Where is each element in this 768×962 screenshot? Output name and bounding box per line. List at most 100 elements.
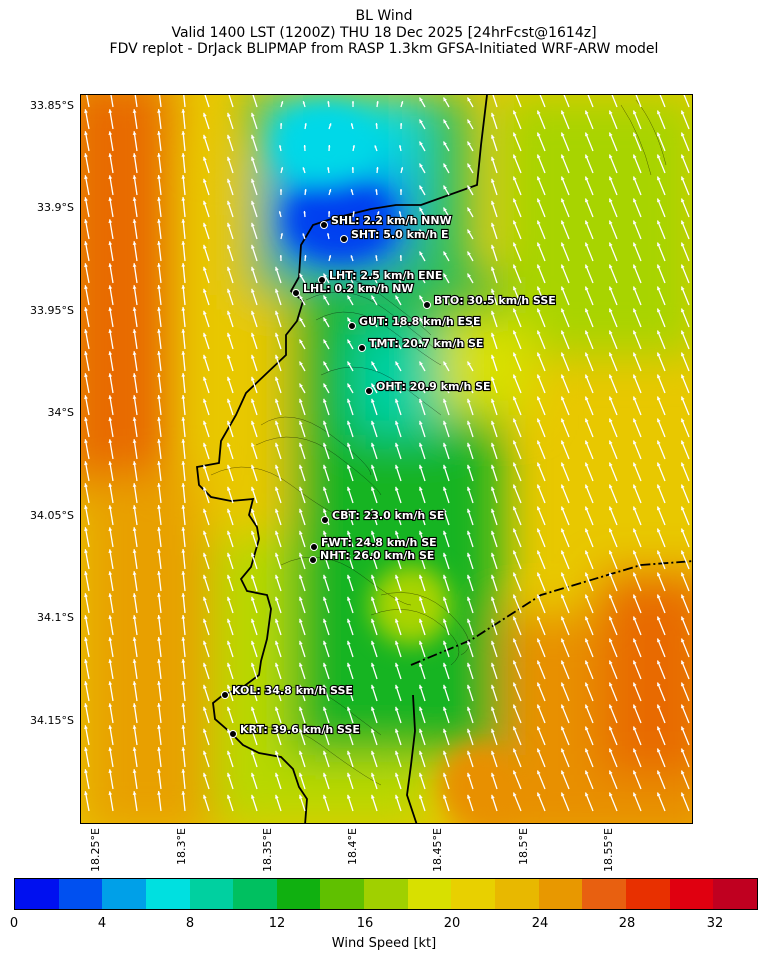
wind-arrow-head (251, 354, 255, 359)
wind-arrow-head (227, 574, 231, 579)
wind-arrow-head (491, 662, 495, 667)
wind-arrow-head (84, 527, 88, 532)
wind-arrow-head (395, 772, 399, 777)
wind-arrow-head (395, 486, 399, 491)
wind-arrow-head (376, 167, 379, 170)
wind-arrow-head (419, 185, 423, 190)
wind-arrow-head (491, 112, 495, 117)
wind-arrow-head (395, 508, 399, 513)
wind-arrow-head (467, 552, 471, 557)
station-label-oht: OHT: 20.9 km/h SE (376, 380, 491, 393)
wind-arrow-head (299, 794, 303, 799)
wind-arrow-head (419, 464, 423, 469)
wind-arrow-head (585, 110, 589, 115)
wind-arrow-head (132, 527, 137, 531)
wind-arrow-head (227, 332, 231, 337)
wind-arrow-head (681, 396, 685, 401)
wind-arrow-head (157, 395, 161, 399)
wind-arrow-head (537, 176, 541, 181)
coastline (196, 95, 692, 823)
wind-arrow-head (467, 317, 471, 322)
wind-arrow-head (681, 726, 685, 731)
colorbar-tick: 0 (9, 916, 19, 931)
wind-arrow-head (203, 486, 207, 491)
station-marker-cbt (321, 516, 329, 524)
wind-arrow-head (227, 310, 231, 315)
wind-arrow-head (323, 398, 327, 403)
wind-arrow-head (203, 750, 207, 755)
wind-arrow-head (328, 255, 332, 258)
wind-arrow-head (347, 420, 351, 425)
wind-arrow (158, 95, 162, 108)
wind-arrow-head (537, 198, 541, 203)
wind-arrow-head (347, 706, 351, 711)
wind-arrow-head (251, 552, 255, 557)
wind-arrow-head (513, 726, 517, 731)
wind-arrow-head (609, 286, 613, 291)
wind-arrow-head (227, 618, 231, 623)
wind-arrow-head (443, 97, 447, 102)
wind-arrow-head (203, 354, 207, 359)
wind-arrow-head (157, 373, 161, 377)
wind-arrow-head (681, 528, 685, 533)
wind-arrow-head (157, 791, 161, 795)
wind-arrow-head (371, 662, 375, 667)
wind-arrow-head (609, 484, 613, 489)
wind-arrow-head (609, 528, 613, 533)
wind-arrow-head (132, 373, 137, 377)
wind-arrow-head (327, 211, 331, 214)
wind-arrow-head (513, 704, 517, 709)
wind-arrow-head (609, 110, 613, 115)
wind-arrow-head (275, 750, 279, 755)
wind-arrow-head (323, 464, 327, 469)
wind-arrow-head (513, 462, 517, 467)
wind-arrow-head (132, 593, 137, 597)
wind-arrow-head (279, 145, 282, 148)
wind-arrow-head (132, 175, 137, 179)
wind-arrow-head (399, 255, 403, 258)
wind-arrow-head (419, 317, 423, 322)
wind-arrow-head (299, 728, 303, 733)
wind-arrow-head (561, 374, 565, 379)
wind-arrow-head (347, 508, 351, 513)
wind-arrow-head (302, 167, 305, 170)
wind-arrow-head (633, 286, 637, 291)
wind-arrow-head (227, 794, 231, 799)
wind-arrow-head (299, 662, 303, 667)
wind-arrow-head (491, 464, 495, 469)
wind-arrow-head (395, 420, 399, 425)
wind-arrow-head (395, 596, 399, 601)
wind-arrow-head (443, 508, 447, 513)
wind-arrow-head (609, 770, 613, 775)
wind-arrow-head (376, 101, 379, 104)
wind-arrow-head (561, 110, 565, 115)
wind-arrow-head (323, 383, 327, 388)
wind-arrow-head (467, 662, 471, 667)
wind-arrow-head (609, 264, 613, 269)
wind-arrow-head (561, 264, 565, 269)
wind-arrow-head (537, 286, 541, 291)
wind-arrow-head (181, 175, 186, 179)
wind-arrow-head (443, 207, 447, 212)
wind-arrow-head (398, 211, 402, 214)
wind-arrow (611, 95, 618, 108)
wind-arrow-head (181, 307, 186, 311)
wind-arrow-head (350, 189, 354, 192)
wind-arrow-head (251, 332, 255, 337)
wind-arrow-head (347, 273, 351, 278)
lat-label: 34°S (47, 406, 74, 419)
wind-arrow-head (681, 242, 685, 247)
wind-arrow-head (84, 461, 88, 466)
wind-arrow-head (375, 123, 378, 126)
wind-arrow-head (419, 97, 423, 102)
wind-arrow-head (633, 462, 637, 467)
wind-arrow-head (275, 574, 279, 579)
station-label-nht: NHT: 26.0 km/h SE (320, 549, 434, 562)
wind-arrow-head (157, 549, 161, 553)
wind-arrow-head (227, 178, 231, 183)
wind-arrow-head (537, 352, 541, 357)
wind-arrow-head (513, 308, 517, 313)
wind-arrow-head (585, 770, 589, 775)
wind-arrow-head (323, 706, 327, 711)
wind-arrow-head (108, 439, 113, 443)
